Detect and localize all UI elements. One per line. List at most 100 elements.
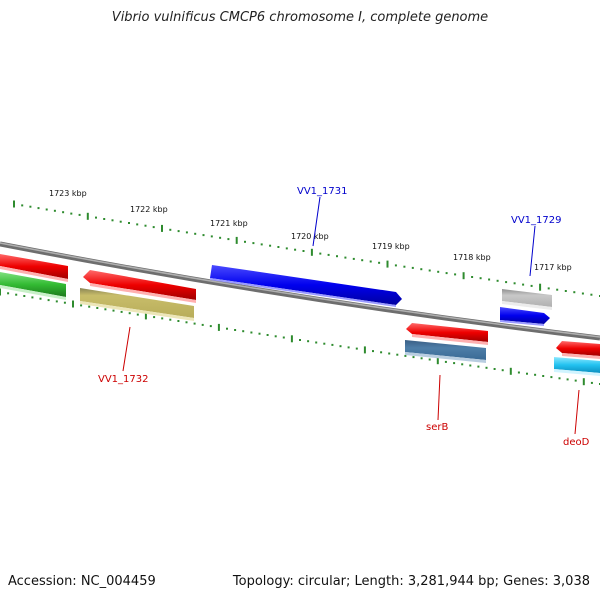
minor-tick xyxy=(542,375,545,377)
minor-tick xyxy=(564,290,567,292)
gene-feature-vv1-1729[interactable] xyxy=(500,307,550,326)
minor-tick xyxy=(53,209,56,212)
minor-tick xyxy=(242,330,245,333)
minor-tick xyxy=(136,313,139,316)
minor-tick xyxy=(477,365,480,368)
minor-tick xyxy=(396,353,399,356)
major-tick xyxy=(86,212,89,220)
minor-tick xyxy=(31,296,34,299)
minor-tick xyxy=(209,325,212,328)
minor-tick xyxy=(461,363,464,366)
gene-feature-vv1-1731[interactable] xyxy=(210,265,402,307)
minor-tick xyxy=(234,329,237,331)
minor-tick xyxy=(453,362,456,365)
minor-tick xyxy=(136,223,139,226)
minor-tick xyxy=(128,312,131,315)
minor-tick xyxy=(336,255,338,258)
minor-tick xyxy=(344,256,347,259)
minor-tick xyxy=(152,226,155,229)
minor-tick xyxy=(21,204,24,207)
minor-tick xyxy=(437,270,440,273)
major-tick xyxy=(0,288,1,296)
minor-tick xyxy=(547,287,550,290)
minor-tick xyxy=(501,369,504,372)
genome-backbone-highlight xyxy=(0,242,600,338)
leader-line-deoD xyxy=(574,389,580,435)
minor-tick xyxy=(299,339,301,341)
minor-tick xyxy=(95,216,97,219)
minor-tick xyxy=(581,292,584,295)
tick-label: 1717 kbp xyxy=(534,263,572,272)
minor-tick xyxy=(153,316,156,319)
minor-tick xyxy=(210,235,213,238)
minor-tick xyxy=(369,260,372,263)
gene-label-serB[interactable]: serB xyxy=(426,422,448,433)
minor-tick xyxy=(361,259,364,262)
minor-tick xyxy=(496,279,499,282)
major-tick xyxy=(310,248,313,256)
minor-tick xyxy=(558,377,561,380)
gene-feature-serB[interactable] xyxy=(405,340,486,363)
minor-tick xyxy=(226,327,228,330)
leader-line-vv1-1731 xyxy=(312,196,321,247)
gene-feature-red-right[interactable] xyxy=(556,341,600,359)
minor-tick xyxy=(331,343,334,346)
tick-label: 1722 kbp xyxy=(130,205,168,214)
tick-label: 1720 kbp xyxy=(291,232,329,241)
minor-tick xyxy=(45,208,48,211)
minor-tick xyxy=(23,295,26,297)
tick-label: 1719 kbp xyxy=(372,242,410,251)
minor-tick xyxy=(285,247,288,250)
minor-tick xyxy=(403,265,406,268)
minor-tick xyxy=(250,331,253,334)
gene-feature-vv1-1732[interactable] xyxy=(80,288,194,321)
minor-tick xyxy=(70,212,73,215)
minor-tick xyxy=(550,376,553,379)
minor-tick xyxy=(428,358,431,361)
major-tick xyxy=(144,312,147,320)
minor-tick xyxy=(244,240,246,243)
major-tick xyxy=(436,357,439,365)
minor-tick xyxy=(530,284,533,287)
gene-label-deoD[interactable]: deoD xyxy=(563,437,590,448)
minor-tick xyxy=(201,323,204,326)
gene-feature-green-left[interactable] xyxy=(0,272,66,300)
minor-tick xyxy=(493,368,496,370)
minor-tick xyxy=(258,332,261,335)
gene-feature-red-2[interactable] xyxy=(83,270,196,303)
minor-tick xyxy=(260,243,263,246)
minor-tick xyxy=(119,220,122,223)
minor-tick xyxy=(227,238,230,241)
gene-label-vv1-1729[interactable]: VV1_1729 xyxy=(511,215,562,226)
minor-tick xyxy=(590,293,593,296)
minor-tick xyxy=(307,340,310,343)
minor-tick xyxy=(355,347,358,350)
gene-feature-deoD[interactable] xyxy=(554,357,600,376)
minor-tick xyxy=(194,232,197,235)
minor-tick xyxy=(269,244,272,247)
inner-tick-track xyxy=(0,288,600,386)
major-tick xyxy=(161,224,163,232)
minor-tick xyxy=(573,291,576,294)
minor-tick xyxy=(274,335,277,338)
minor-tick xyxy=(96,307,99,309)
major-tick xyxy=(582,378,585,386)
minor-tick xyxy=(590,381,593,384)
minor-tick xyxy=(444,360,447,363)
gene-feature-gray[interactable] xyxy=(502,289,552,310)
minor-tick xyxy=(380,351,383,354)
minor-tick xyxy=(428,269,431,272)
leader-line-vv1-1732 xyxy=(122,326,131,372)
gene-feature-red-left[interactable] xyxy=(0,254,68,282)
minor-tick xyxy=(378,261,381,264)
gene-feature-red-3[interactable] xyxy=(406,323,488,345)
minor-tick xyxy=(37,207,40,210)
gene-label-vv1-1732[interactable]: VV1_1732 xyxy=(98,374,149,385)
minor-tick xyxy=(252,242,255,245)
minor-tick xyxy=(62,211,65,214)
minor-tick xyxy=(522,283,525,286)
gene-label-vv1-1731[interactable]: VV1_1731 xyxy=(297,186,348,197)
minor-tick xyxy=(352,257,355,260)
major-tick xyxy=(462,272,465,280)
